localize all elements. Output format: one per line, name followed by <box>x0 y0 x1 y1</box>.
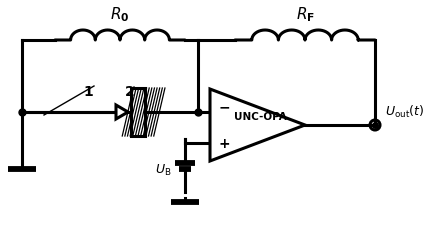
Text: UNC-OPA: UNC-OPA <box>234 112 287 122</box>
Polygon shape <box>116 105 128 119</box>
Text: $\mathbf{-}$: $\mathbf{-}$ <box>218 99 230 113</box>
Text: 1: 1 <box>83 85 93 99</box>
Text: $U_{\rm B}$: $U_{\rm B}$ <box>155 163 171 178</box>
Polygon shape <box>210 89 305 161</box>
Text: $\mathbf{+}$: $\mathbf{+}$ <box>218 137 230 151</box>
Text: $R_{\mathregular{0}}$: $R_{\mathregular{0}}$ <box>110 5 130 24</box>
Text: 2: 2 <box>125 85 135 99</box>
Bar <box>131 88 145 136</box>
Text: $U_{\rm out}(t)$: $U_{\rm out}(t)$ <box>385 104 424 120</box>
Text: $R_{\mathregular{F}}$: $R_{\mathregular{F}}$ <box>295 5 314 24</box>
